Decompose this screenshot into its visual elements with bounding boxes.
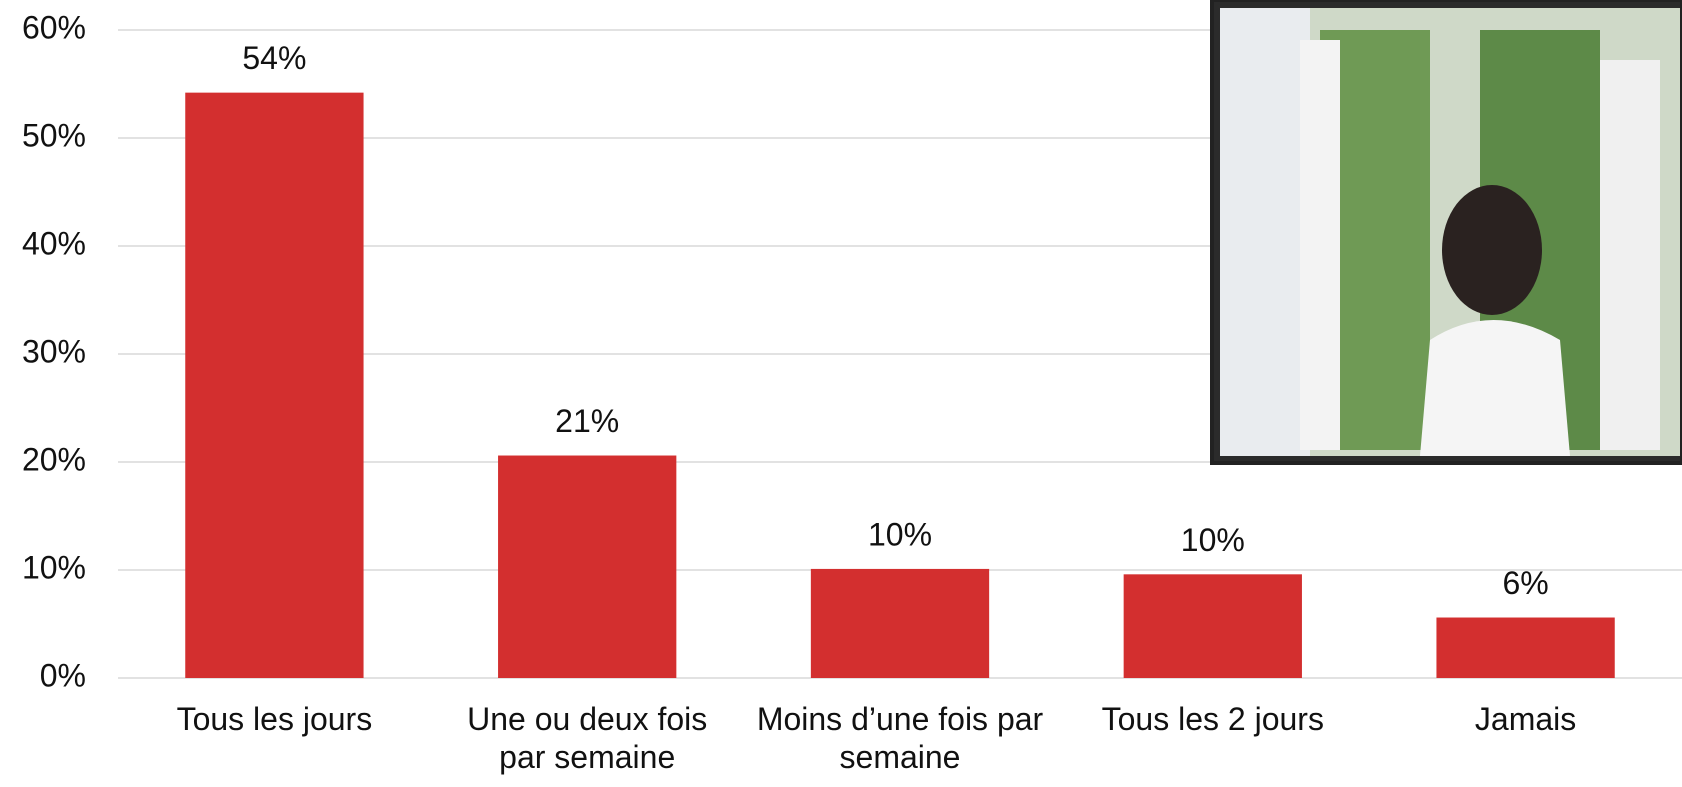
- x-tick-label: Tous les jours: [176, 701, 373, 737]
- value-label: 21%: [555, 403, 619, 439]
- y-tick-label: 0%: [40, 657, 86, 693]
- bar: [185, 92, 364, 678]
- bar: [810, 568, 990, 678]
- x-tick-label: Jamais: [1474, 701, 1577, 737]
- y-tick-label: 40%: [22, 225, 86, 261]
- photo: [1210, 0, 1682, 465]
- y-tick-label: 60%: [22, 9, 86, 45]
- y-tick-label: 50%: [22, 117, 86, 153]
- x-tick-label: Tous les 2 jours: [1101, 701, 1324, 737]
- value-label: 54%: [242, 40, 306, 76]
- value-label: 10%: [1181, 522, 1245, 558]
- bar: [1436, 617, 1615, 678]
- value-label: 6%: [1502, 565, 1548, 601]
- bar: [1123, 574, 1302, 678]
- value-label: 10%: [868, 516, 932, 552]
- x-tick-label: Moins d’une fois par semaine: [756, 701, 1044, 775]
- bar: [498, 455, 677, 678]
- y-tick-label: 10%: [22, 549, 86, 585]
- y-tick-label: 20%: [22, 441, 86, 477]
- x-tick-label: Une ou deux fois par semaine: [467, 701, 708, 775]
- y-tick-label: 30%: [22, 333, 86, 369]
